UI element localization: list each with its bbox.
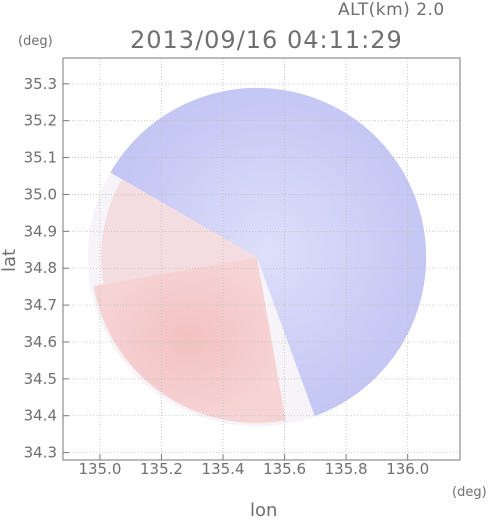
altitude-label: ALT(km) 2.0 [338, 0, 445, 20]
y-tick-label: 35.2 [24, 112, 57, 130]
x-tick-label: 135.4 [202, 460, 245, 478]
negative-velocity-region [110, 87, 427, 417]
weak-positive-region [101, 179, 257, 285]
x-tick-label: 135.8 [325, 460, 368, 478]
y-tick-label: 34.7 [24, 296, 57, 314]
x-tick-labels: 135.0 135.2 135.4 135.6 135.8 136.0 [78, 454, 429, 478]
y-tick-label: 34.8 [24, 259, 57, 277]
y-unit-label: (deg) [18, 34, 53, 49]
y-tick-label: 35.0 [24, 185, 57, 203]
y-tick-label: 35.1 [24, 149, 57, 167]
x-tick-label: 135.6 [263, 460, 306, 478]
x-tick-label: 135.2 [140, 460, 183, 478]
y-tick-labels: 34.3 34.4 34.5 34.6 34.7 34.8 34.9 35.0 35.1 35.2… [24, 75, 69, 462]
chart-title: 2013/09/16 04:11:29 [130, 26, 403, 54]
grid-lines [63, 58, 460, 460]
y-tick-label: 34.4 [24, 407, 57, 425]
y-tick-label: 34.3 [24, 444, 57, 462]
plot-frame [62, 57, 461, 461]
positive-velocity-region [93, 257, 286, 424]
x-unit-label: (deg) [452, 485, 487, 500]
y-tick-label: 34.6 [24, 333, 57, 351]
y-tick-label: 35.3 [24, 75, 57, 93]
x-tick-label: 135.0 [78, 460, 121, 478]
y-tick-label: 34.5 [24, 370, 57, 388]
y-tick-label: 34.9 [24, 222, 57, 240]
x-axis-label: lon [250, 500, 278, 521]
radar-field [87, 87, 427, 427]
x-tick-label: 136.0 [386, 460, 429, 478]
